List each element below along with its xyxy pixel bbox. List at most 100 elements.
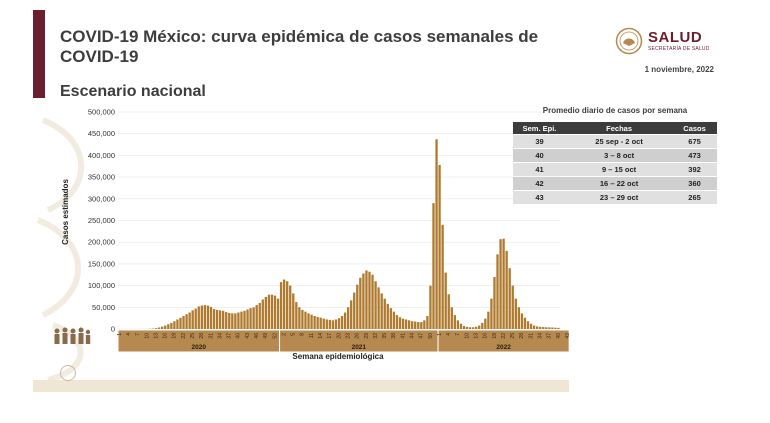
header-cases: Casos	[672, 122, 717, 134]
people-illustration	[52, 325, 92, 345]
bar	[173, 321, 176, 329]
bar	[523, 317, 527, 329]
bar	[450, 307, 453, 329]
bar	[459, 323, 463, 329]
header-week: Sem. Epi.	[513, 122, 567, 134]
bar	[209, 306, 213, 329]
bar	[301, 309, 304, 329]
cell-week: 40	[513, 149, 567, 162]
y-tick-label: 100,000	[88, 281, 115, 290]
bar	[389, 308, 392, 329]
week-tick-label: 19	[172, 333, 178, 339]
bar	[234, 313, 237, 329]
bar	[468, 327, 472, 329]
week-tick-label: 37	[547, 333, 553, 339]
year-label: 2022	[496, 344, 511, 351]
week-tick-label: 38	[391, 333, 397, 339]
bar	[496, 254, 499, 329]
bar	[298, 307, 301, 329]
bar	[484, 318, 487, 329]
y-tick-label: 350,000	[88, 173, 115, 182]
bottom-decorative-band	[33, 380, 569, 392]
bar	[557, 327, 560, 329]
week-tick-label: 41	[400, 333, 406, 339]
bar	[362, 273, 365, 329]
bar	[520, 313, 524, 329]
header-dates: Fechas	[566, 122, 673, 134]
bar	[462, 325, 466, 329]
bar	[392, 311, 396, 329]
bar	[411, 321, 414, 329]
bar	[371, 274, 374, 329]
bar	[414, 321, 417, 329]
footer-seal-icon	[60, 365, 76, 381]
y-axis-label: Casos estimados	[61, 179, 70, 245]
bar	[453, 315, 456, 329]
y-tick-label: 200,000	[88, 238, 115, 247]
week-tick-label: 34	[217, 333, 223, 339]
bar	[170, 322, 173, 329]
bar	[289, 285, 292, 329]
bar	[313, 315, 316, 329]
cell-cases: 675	[672, 135, 717, 148]
bar	[365, 270, 368, 329]
bar	[542, 327, 545, 329]
bar	[395, 315, 399, 329]
bar	[404, 319, 408, 329]
table-title: Promedio diario de casos por semana	[542, 106, 688, 115]
bar	[493, 276, 496, 329]
bar	[545, 327, 548, 329]
bar	[350, 300, 353, 329]
bar	[307, 313, 310, 329]
bar	[456, 320, 460, 329]
week-tick-label: 40	[236, 333, 242, 339]
report-date: 1 noviembre, 2022	[644, 65, 714, 74]
bar	[286, 281, 289, 329]
y-tick-label: 450,000	[88, 129, 115, 138]
y-tick-label: 50,000	[92, 303, 115, 312]
bar	[548, 327, 551, 329]
week-tick-label: 1	[437, 333, 443, 336]
eagle-seal-icon	[615, 27, 643, 55]
week-tick-label: 29	[364, 333, 370, 339]
week-tick-label: 16	[163, 333, 169, 339]
week-tick-label: 32	[373, 333, 379, 339]
bar	[374, 281, 377, 329]
bar	[310, 314, 313, 329]
cell-week: 39	[513, 135, 567, 148]
week-tick-label: 22	[181, 333, 187, 339]
bar	[487, 311, 490, 329]
bar	[200, 305, 203, 329]
bar	[215, 309, 219, 329]
x-axis-label: Semana epidemiológica	[292, 352, 384, 361]
y-tick-label: 400,000	[88, 151, 115, 160]
week-tick-label: 37	[227, 333, 233, 339]
y-tick-label: 300,000	[88, 194, 115, 203]
bar	[426, 315, 429, 329]
y-tick-label: 500,000	[88, 108, 115, 117]
bar	[218, 310, 222, 329]
bar	[514, 298, 517, 329]
bar	[398, 317, 402, 329]
bar	[359, 277, 362, 329]
bar	[304, 311, 307, 329]
bar	[423, 320, 426, 329]
bar	[176, 319, 179, 329]
table-row: 41 9 – 15 oct 392	[513, 163, 717, 176]
bar	[231, 313, 234, 329]
week-tick-label: 8	[300, 333, 306, 336]
bar	[212, 309, 216, 329]
bar	[478, 325, 481, 329]
bar	[447, 294, 450, 329]
week-tick-label: 47	[419, 333, 425, 339]
cell-dates: 25 sep - 2 oct	[566, 135, 673, 148]
bar	[258, 302, 261, 329]
cell-week: 41	[513, 163, 567, 176]
bar	[194, 308, 197, 329]
bar	[292, 293, 295, 329]
week-tick-label: 31	[528, 333, 534, 339]
bar	[526, 321, 530, 329]
bar	[429, 285, 432, 329]
bar	[328, 319, 332, 329]
bar	[182, 315, 185, 329]
